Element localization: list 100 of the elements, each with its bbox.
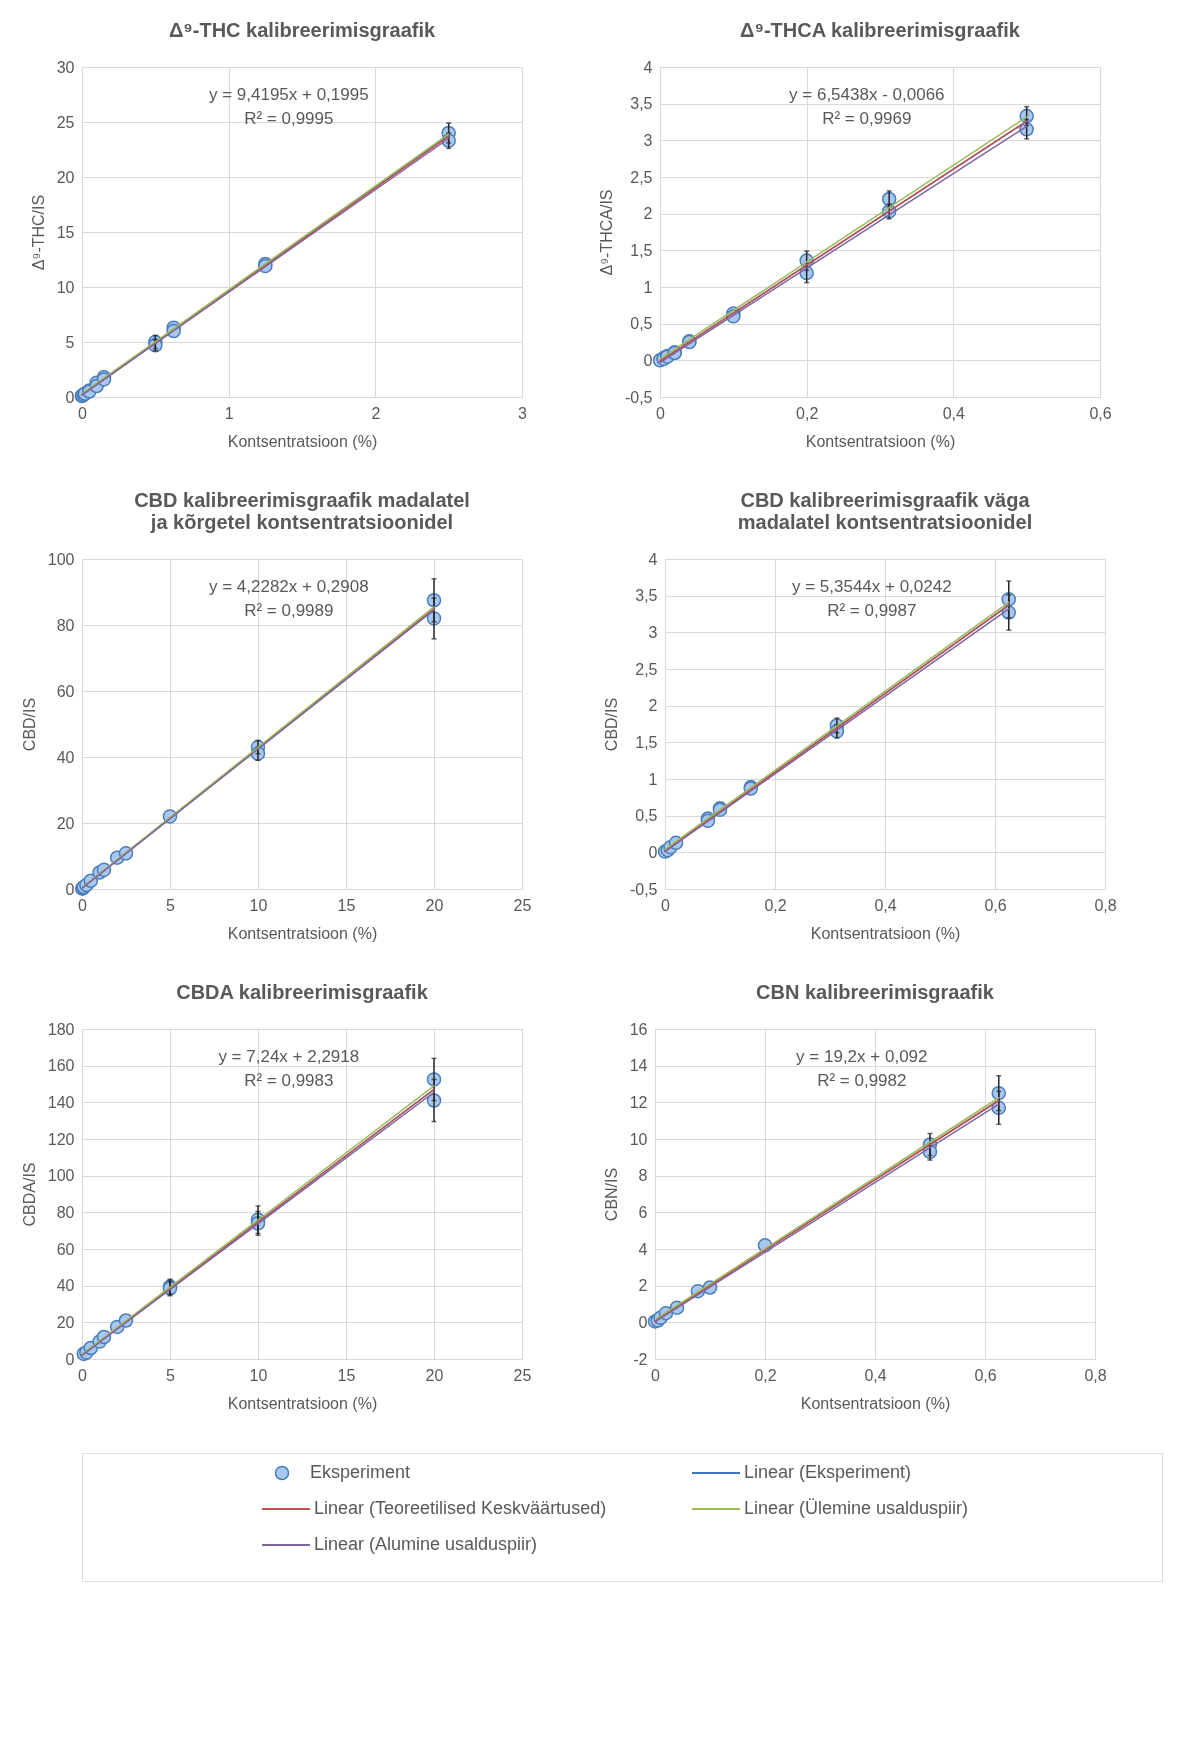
- chart-title: CBN kalibreerimisgraafik: [756, 981, 995, 1003]
- y-tick-label: 8: [638, 1167, 648, 1185]
- x-tick-label: 10: [249, 1366, 268, 1384]
- annotation: y = 4,2282x + 0,2908: [208, 577, 369, 596]
- y-tick-label: -0,5: [624, 388, 653, 406]
- x-axis-title: Kontsentratsioon (%): [227, 1394, 378, 1412]
- x-tick-label: 0,2: [796, 404, 819, 422]
- y-tick-label: 4: [643, 58, 653, 76]
- annotation: R² = 0,9987: [827, 601, 917, 620]
- x-axis-title: Kontsentratsioon (%): [227, 924, 378, 942]
- x-tick-label: 0,6: [1089, 404, 1112, 422]
- y-tick-label: 40: [56, 1277, 75, 1295]
- chart-title: Δ⁹-THCA kalibreerimisgraafik: [740, 19, 1021, 41]
- x-axis-title: Kontsentratsioon (%): [805, 432, 956, 450]
- x-tick-label: 25: [513, 1366, 532, 1384]
- x-axis-title: Kontsentratsioon (%): [227, 432, 378, 450]
- y-axis-title: Δ⁹-THC/IS: [29, 194, 47, 271]
- x-tick-label: 0,8: [1094, 896, 1117, 914]
- y-tick-label: 6: [638, 1203, 648, 1221]
- y-tick-label: 100: [47, 550, 75, 568]
- y-tick-label: 4: [638, 1240, 648, 1258]
- y-tick-label: 20: [56, 1313, 75, 1331]
- chart-title: CBDA kalibreerimisgraafik: [176, 981, 429, 1003]
- y-tick-label: 5: [65, 333, 75, 351]
- legend-label: Linear (Alumine usalduspiir): [314, 1534, 538, 1554]
- y-tick-label: 40: [56, 748, 75, 766]
- annotation: y = 7,24x + 2,2918: [218, 1047, 360, 1066]
- y-tick-label: 180: [47, 1020, 75, 1038]
- y-tick-label: 1: [648, 770, 658, 788]
- y-tick-label: 60: [56, 682, 75, 700]
- y-tick-label: 20: [56, 814, 75, 832]
- x-tick-label: 15: [337, 1366, 356, 1384]
- y-tick-label: 60: [56, 1240, 75, 1258]
- y-tick-label: 0: [65, 880, 75, 898]
- legend-label: Linear (Ülemine usalduspiir): [744, 1498, 969, 1518]
- y-tick-label: 100: [47, 1167, 75, 1185]
- x-tick-label: 0: [78, 404, 88, 422]
- y-tick-label: 4: [648, 550, 658, 568]
- x-tick-label: 0: [78, 896, 88, 914]
- y-tick-label: 2: [648, 697, 658, 715]
- annotation: y = 9,4195x + 0,1995: [208, 85, 369, 104]
- y-tick-label: 120: [47, 1130, 75, 1148]
- y-tick-label: 12: [629, 1093, 648, 1111]
- y-tick-label: 140: [47, 1093, 75, 1111]
- chart-title: CBD kalibreerimisgraafik väga madalatel kontsentratsioonidel: [737, 489, 1033, 533]
- x-tick-label: 10: [249, 896, 268, 914]
- legend-label: Linear (Eksperiment): [744, 1462, 912, 1482]
- x-tick-label: 1: [224, 404, 234, 422]
- x-tick-label: 0,4: [864, 1366, 887, 1384]
- y-tick-label: 0: [648, 843, 658, 861]
- y-tick-label: 1: [643, 278, 653, 296]
- x-tick-label: 0,8: [1084, 1366, 1107, 1384]
- y-tick-label: 25: [56, 113, 75, 131]
- legend-label: Linear (Teoreetilised Keskväärtused): [314, 1498, 607, 1518]
- x-tick-label: 0,4: [874, 896, 897, 914]
- y-tick-label: 80: [56, 1203, 75, 1221]
- y-tick-label: 2,5: [630, 168, 653, 186]
- y-axis-title: CBD/IS: [602, 697, 620, 752]
- y-tick-label: 2: [643, 205, 653, 223]
- x-tick-label: 0,2: [754, 1366, 777, 1384]
- y-tick-label: 2: [638, 1277, 648, 1295]
- y-tick-label: 80: [56, 616, 75, 634]
- x-tick-label: 2: [371, 404, 381, 422]
- y-tick-label: 0,5: [635, 807, 658, 825]
- chart-title: Δ⁹-THC kalibreerimisgraafik: [168, 19, 436, 41]
- annotation: y = 5,3544x + 0,0242: [791, 577, 952, 596]
- y-tick-label: 10: [56, 278, 75, 296]
- x-tick-label: 5: [166, 1366, 176, 1384]
- y-tick-label: 15: [56, 223, 75, 241]
- x-tick-label: 0: [661, 896, 671, 914]
- y-tick-label: 0: [643, 351, 653, 369]
- y-tick-label: -2: [633, 1350, 648, 1368]
- y-tick-label: 3: [648, 623, 658, 641]
- y-tick-label: 16: [629, 1020, 648, 1038]
- annotation: R² = 0,9982: [817, 1071, 907, 1090]
- y-tick-label: 20: [56, 168, 75, 186]
- annotation: y = 6,5438x - 0,0066: [789, 85, 945, 104]
- annotation: y = 19,2x + 0,092: [796, 1047, 928, 1066]
- x-tick-label: 0: [78, 1366, 88, 1384]
- y-tick-label: 1,5: [630, 241, 653, 259]
- x-tick-label: 0,6: [974, 1366, 997, 1384]
- y-tick-label: 0: [638, 1313, 648, 1331]
- y-axis-title: CBN/IS: [602, 1167, 620, 1222]
- annotation: R² = 0,9995: [244, 109, 334, 128]
- chart-title: CBD kalibreerimisgraafik madalatel ja kõrgetel kontsentratsioonidel: [134, 489, 470, 533]
- x-tick-label: 0,6: [984, 896, 1007, 914]
- legend-label: Eksperiment: [310, 1462, 411, 1482]
- x-tick-label: 25: [513, 896, 532, 914]
- x-axis-title: Kontsentratsioon (%): [800, 1394, 951, 1412]
- y-tick-label: -0,5: [629, 880, 658, 898]
- y-tick-label: 1,5: [635, 733, 658, 751]
- y-tick-label: 3,5: [630, 95, 653, 113]
- x-tick-label: 0,4: [942, 404, 966, 422]
- y-tick-label: 160: [47, 1057, 75, 1075]
- x-tick-label: 5: [166, 896, 176, 914]
- annotation: R² = 0,9983: [244, 1071, 334, 1090]
- y-tick-label: 30: [56, 58, 75, 76]
- x-tick-label: 3: [518, 404, 528, 422]
- x-tick-label: 0,2: [764, 896, 787, 914]
- y-tick-label: 10: [629, 1130, 648, 1148]
